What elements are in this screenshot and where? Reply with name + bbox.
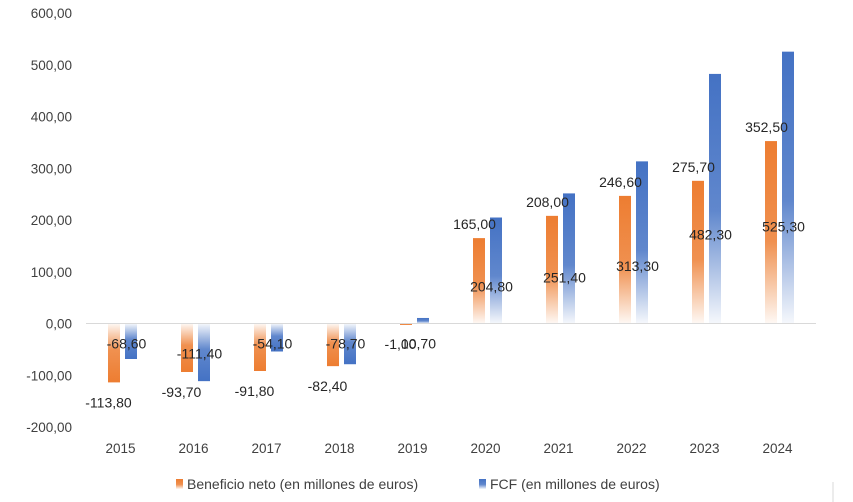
x-tick-label: 2023	[689, 441, 719, 456]
data-label-beneficio-2021: 208,00	[526, 194, 569, 210]
data-label-beneficio-2022: 246,60	[599, 174, 642, 190]
legend: Beneficio neto (en millones de euros) FCF…	[176, 476, 660, 492]
bar-fcf-2024	[782, 51, 794, 324]
y-tick-label: 400,00	[31, 110, 72, 125]
y-tick-label: 100,00	[31, 265, 72, 280]
bar-fcf-2020	[490, 217, 502, 324]
data-label-beneficio-2015: -113,80	[85, 394, 132, 410]
data-labels: -113,80 -68,60 -93,70 -111,40 -91,80 -54,10 -8…	[85, 119, 805, 410]
y-axis: 600,00 500,00 400,00 300,00 200,00 100,00 0,00…	[26, 6, 72, 435]
bar-beneficio-2017	[254, 323, 266, 372]
bars	[108, 51, 794, 383]
data-label-fcf-2017: -54,10	[253, 336, 293, 352]
data-label-beneficio-2020: 165,00	[453, 216, 496, 232]
data-label-beneficio-2018: -82,40	[308, 378, 348, 394]
bar-fcf-2017	[271, 323, 283, 352]
bar-beneficio-2015	[108, 323, 120, 383]
data-label-fcf-2016: -111,40	[177, 346, 223, 362]
data-label-fcf-2022: 313,30	[616, 258, 659, 274]
x-tick-label: 2019	[397, 441, 427, 456]
y-tick-label: -200,00	[26, 420, 72, 435]
y-tick-label: 600,00	[31, 6, 72, 21]
bar-beneficio-2023	[692, 180, 704, 324]
bar-fcf-2018	[344, 323, 356, 365]
data-label-fcf-2015: -68,60	[107, 336, 147, 352]
bar-beneficio-2016	[181, 323, 193, 372]
x-tick-label: 2017	[251, 441, 281, 456]
x-tick-label: 2015	[105, 441, 135, 456]
y-tick-label: 300,00	[31, 161, 72, 176]
data-label-beneficio-2019: -1,00	[385, 336, 417, 352]
bar-fcf-2016	[198, 323, 210, 382]
data-label-fcf-2024: 525,30	[762, 219, 805, 235]
y-tick-label: 200,00	[31, 213, 72, 228]
bar-fcf-2023	[709, 73, 721, 324]
bar-beneficio-2018	[327, 323, 339, 367]
data-label-fcf-2023: 482,30	[689, 227, 732, 243]
bar-fcf-2022	[636, 161, 648, 324]
bar-fcf-2021	[563, 193, 575, 324]
x-tick-label: 2024	[762, 441, 793, 456]
y-tick-label: -100,00	[26, 368, 72, 383]
bar-beneficio-2021	[546, 215, 558, 324]
y-tick-label: 0,00	[46, 317, 72, 332]
legend-swatch-beneficio	[176, 479, 183, 489]
data-label-fcf-2018: -78,70	[326, 336, 366, 352]
x-tick-label: 2022	[616, 441, 646, 456]
data-label-fcf-2019: 10,70	[401, 336, 436, 352]
bar-beneficio-2022	[619, 195, 631, 324]
bar-fcf-2019	[417, 317, 429, 324]
data-label-beneficio-2024: 352,50	[745, 119, 788, 135]
legend-swatch-fcf	[479, 479, 486, 489]
data-label-beneficio-2016: -93,70	[162, 384, 202, 400]
legend-label-beneficio: Beneficio neto (en millones de euros)	[187, 476, 418, 492]
x-axis: 2015 2016 2017 2018 2019 2020 2021 2022 2023 2024	[105, 441, 793, 456]
x-tick-label: 2021	[543, 441, 573, 456]
data-label-beneficio-2023: 275,70	[672, 159, 715, 175]
data-label-beneficio-2017: -91,80	[235, 383, 275, 399]
bar-fcf-2015	[125, 323, 137, 360]
bar-beneficio-2019	[400, 323, 412, 325]
y-tick-label: 500,00	[31, 58, 72, 73]
x-tick-label: 2020	[470, 441, 500, 456]
data-label-fcf-2021: 251,40	[543, 270, 586, 286]
x-tick-label: 2016	[178, 441, 208, 456]
x-tick-label: 2018	[324, 441, 354, 456]
bar-beneficio-2020	[473, 238, 485, 324]
data-label-fcf-2020: 204,80	[470, 278, 513, 294]
legend-label-fcf: FCF (en millones de euros)	[490, 476, 660, 492]
bar-beneficio-2024	[765, 141, 777, 324]
